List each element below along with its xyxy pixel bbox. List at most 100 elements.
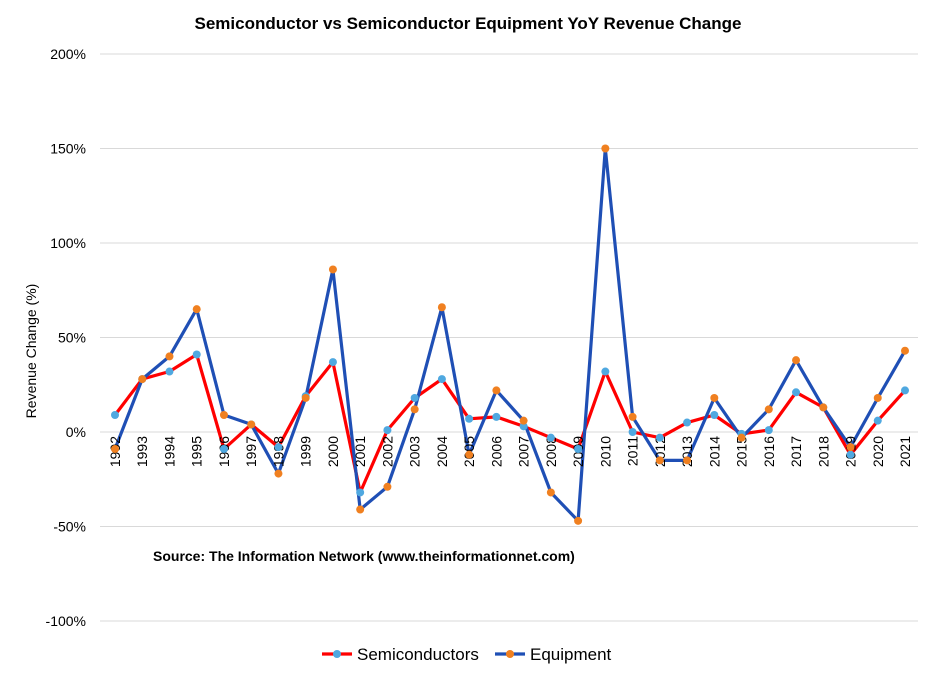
x-tick-label: 2018 xyxy=(815,436,831,467)
x-tick-label: 1997 xyxy=(243,436,259,467)
data-point-semiconductors xyxy=(601,367,610,376)
x-tick-label: 1994 xyxy=(161,436,177,467)
x-tick-label: 2010 xyxy=(597,436,613,467)
data-point-semiconductors xyxy=(274,443,283,452)
data-point-equipment xyxy=(247,420,256,429)
x-tick-label: 1998 xyxy=(270,436,286,467)
data-point-equipment xyxy=(410,405,419,414)
data-point-semiconductors xyxy=(111,410,119,419)
y-tick-label: 150% xyxy=(50,141,86,157)
x-tick-label: 2003 xyxy=(407,436,423,467)
x-tick-label: 2006 xyxy=(488,436,504,467)
legend-swatch-marker xyxy=(333,650,341,658)
data-point-semiconductors xyxy=(328,358,337,367)
y-axis-label: Revenue Change (%) xyxy=(23,284,39,419)
data-point-semiconductors xyxy=(383,426,392,435)
y-tick-label: -50% xyxy=(53,519,86,535)
data-point-equipment xyxy=(519,416,528,425)
data-point-equipment xyxy=(737,433,746,442)
y-axis-ticks: -100% -50% 0% 50% 100% 150% 200% xyxy=(46,46,86,629)
y-tick-label: 200% xyxy=(50,46,86,62)
data-point-equipment xyxy=(328,265,337,274)
source-annotation: Source: The Information Network (www.the… xyxy=(153,548,575,564)
data-point-semiconductors xyxy=(628,428,637,436)
series-line-equipment xyxy=(113,146,907,523)
data-point-equipment xyxy=(546,488,555,497)
data-point-semiconductors xyxy=(192,350,201,359)
data-point-equipment xyxy=(192,305,201,314)
data-point-semiconductors xyxy=(465,414,474,423)
data-point-equipment xyxy=(301,393,310,402)
x-tick-label: 2016 xyxy=(761,436,777,467)
data-point-equipment xyxy=(437,303,446,312)
data-point-semiconductors xyxy=(519,422,528,431)
data-point-equipment xyxy=(655,456,664,465)
data-point-equipment xyxy=(465,450,474,459)
data-point-equipment xyxy=(492,386,501,395)
x-axis-ticks: 1992199319941995199619971998199920002001… xyxy=(107,436,913,467)
x-tick-label: 2020 xyxy=(870,436,886,467)
data-point-equipment xyxy=(111,445,119,454)
data-point-equipment xyxy=(383,482,392,491)
chart-title: Semiconductor vs Semiconductor Equipment… xyxy=(195,14,742,33)
x-tick-label: 2021 xyxy=(897,436,913,467)
data-point-semiconductors xyxy=(574,445,583,454)
data-point-equipment xyxy=(846,443,855,452)
data-point-semiconductors xyxy=(410,393,419,402)
series-lines xyxy=(113,146,907,523)
data-point-equipment xyxy=(819,403,828,412)
data-point-equipment xyxy=(574,516,583,525)
data-point-semiconductors xyxy=(846,450,855,459)
x-tick-label: 2007 xyxy=(516,436,532,467)
legend-item-semiconductors: Semiconductors xyxy=(322,645,479,664)
data-point-semiconductors xyxy=(873,416,882,425)
data-point-semiconductors xyxy=(356,488,365,497)
series-line-semiconductors xyxy=(113,352,907,495)
data-point-equipment xyxy=(873,393,882,402)
x-tick-label: 2004 xyxy=(434,436,450,467)
legend-item-equipment: Equipment xyxy=(495,645,612,664)
data-point-equipment xyxy=(901,346,909,355)
x-tick-label: 2008 xyxy=(543,436,559,467)
x-tick-label: 2015 xyxy=(734,436,750,467)
data-point-semiconductors xyxy=(219,445,228,454)
x-tick-label: 2013 xyxy=(679,436,695,467)
x-tick-label: 2012 xyxy=(652,436,668,467)
legend-label: Equipment xyxy=(530,645,612,664)
data-point-semiconductors xyxy=(710,410,719,419)
data-point-semiconductors xyxy=(492,412,501,421)
y-tick-label: -100% xyxy=(46,613,86,629)
data-point-semiconductors xyxy=(437,375,446,384)
x-tick-label: 2017 xyxy=(788,436,804,467)
x-tick-label: 1993 xyxy=(134,436,150,467)
data-point-semiconductors xyxy=(165,367,174,376)
data-point-semiconductors xyxy=(764,426,773,435)
data-point-semiconductors xyxy=(546,433,555,442)
x-tick-label: 2001 xyxy=(352,436,368,467)
data-point-equipment xyxy=(764,405,773,414)
data-point-semiconductors xyxy=(792,388,801,397)
data-point-equipment xyxy=(165,352,174,361)
data-point-equipment xyxy=(792,356,801,365)
data-point-semiconductors xyxy=(683,418,692,427)
x-tick-label: 2014 xyxy=(706,436,722,467)
legend-label: Semiconductors xyxy=(357,645,479,664)
data-point-semiconductors xyxy=(655,433,664,442)
gridlines xyxy=(100,53,918,622)
x-tick-label: 2000 xyxy=(325,436,341,467)
data-point-equipment xyxy=(710,393,719,402)
x-tick-label: 2011 xyxy=(625,436,641,466)
y-tick-label: 50% xyxy=(58,330,86,346)
data-point-equipment xyxy=(274,469,283,478)
data-point-equipment xyxy=(219,410,228,419)
series-markers xyxy=(111,144,909,525)
x-tick-label: 2002 xyxy=(379,436,395,467)
data-point-equipment xyxy=(683,456,692,465)
data-point-equipment xyxy=(356,505,365,514)
data-point-equipment xyxy=(601,144,610,153)
x-tick-label: 1995 xyxy=(189,436,205,467)
y-tick-label: 0% xyxy=(66,424,86,440)
data-point-semiconductors xyxy=(901,386,909,395)
x-tick-label: 1999 xyxy=(298,436,314,467)
